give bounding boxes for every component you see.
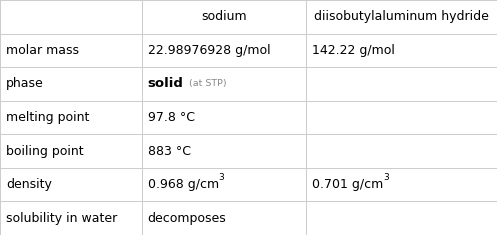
Text: diisobutylaluminum hydride: diisobutylaluminum hydride <box>314 10 489 23</box>
Text: 142.22 g/mol: 142.22 g/mol <box>312 44 395 57</box>
Text: decomposes: decomposes <box>148 212 226 225</box>
Text: 0.701 g/cm: 0.701 g/cm <box>312 178 383 191</box>
Text: sodium: sodium <box>201 10 247 23</box>
Text: density: density <box>6 178 52 191</box>
Text: 0.968 g/cm: 0.968 g/cm <box>148 178 219 191</box>
Text: 3: 3 <box>219 173 225 182</box>
Text: melting point: melting point <box>6 111 89 124</box>
Text: 97.8 °C: 97.8 °C <box>148 111 195 124</box>
Text: 22.98976928 g/mol: 22.98976928 g/mol <box>148 44 270 57</box>
Text: 3: 3 <box>383 173 389 182</box>
Text: (at STP): (at STP) <box>183 79 227 88</box>
Text: boiling point: boiling point <box>6 145 83 158</box>
Text: molar mass: molar mass <box>6 44 79 57</box>
Text: 883 °C: 883 °C <box>148 145 191 158</box>
Text: solubility in water: solubility in water <box>6 212 117 225</box>
Text: phase: phase <box>6 77 44 90</box>
Text: solid: solid <box>148 77 183 90</box>
